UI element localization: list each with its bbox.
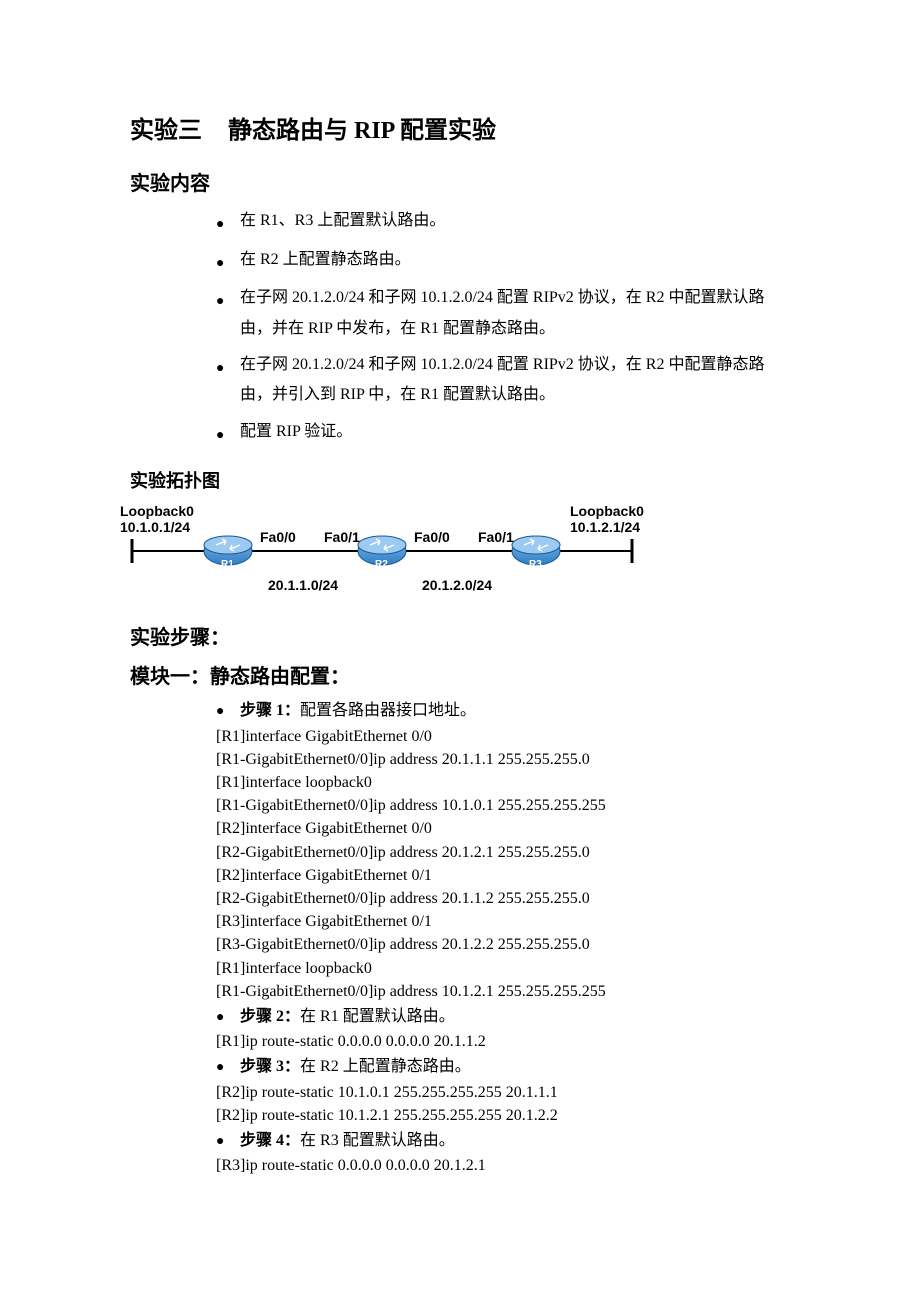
document-page: 实验三静态路由与 RIP 配置实验 实验内容 ● 在 R1、R3 上配置默认路由… xyxy=(0,0,920,1302)
bullet-text: 在 R2 上配置静态路由。 xyxy=(240,245,790,275)
bullet-icon: ● xyxy=(216,245,240,278)
step-4-text: 步骤 4：在 R3 配置默认路由。 xyxy=(240,1129,455,1152)
iface-fa00-l: Fa0/0 xyxy=(260,529,296,545)
bullet-text: 在 R1、R3 上配置默认路由。 xyxy=(240,206,790,236)
bullet-item: ● 在子网 20.1.2.0/24 和子网 10.1.2.0/24 配置 RIP… xyxy=(216,350,790,411)
lb-right-ip: 10.1.2.1/24 xyxy=(570,519,644,535)
doc-title: 实验三静态路由与 RIP 配置实验 xyxy=(130,110,790,145)
steps-heading: 实验步骤： xyxy=(130,621,790,650)
topology-heading: 实验拓扑图 xyxy=(130,467,790,493)
step-1-label: 步骤 1： xyxy=(240,702,300,719)
iface-fa01-l: Fa0/1 xyxy=(324,529,360,545)
step-1-title: ● 步骤 1：配置各路由器接口地址。 xyxy=(216,699,790,722)
title-main: 静态路由与 RIP 配置实验 xyxy=(228,118,496,144)
bullet-text: 配置 RIP 验证。 xyxy=(240,417,790,447)
bullet-icon: ● xyxy=(216,699,240,722)
bullet-icon: ● xyxy=(216,1129,240,1152)
bullet-text: 在子网 20.1.2.0/24 和子网 10.1.2.0/24 配置 RIPv2… xyxy=(240,283,790,344)
step-1-text: 步骤 1：配置各路由器接口地址。 xyxy=(240,699,476,722)
cmd-line: [R1]interface loopback0 xyxy=(216,771,790,794)
step-2: ● 步骤 2：在 R1 配置默认路由。 xyxy=(216,1005,790,1028)
bullet-icon: ● xyxy=(216,283,240,316)
iface-fa00-r: Fa0/0 xyxy=(414,529,450,545)
cmd-line: [R1-GigabitEthernet0/0]ip address 20.1.1… xyxy=(216,748,790,771)
step-3: ● 步骤 3：在 R2 上配置静态路由。 xyxy=(216,1055,790,1078)
bullet-icon: ● xyxy=(216,350,240,383)
bullet-icon: ● xyxy=(216,1005,240,1028)
bullet-item: ● 在子网 20.1.2.0/24 和子网 10.1.2.0/24 配置 RIP… xyxy=(216,283,790,344)
step-4-label: 步骤 4： xyxy=(240,1132,300,1149)
cmd-line: [R3]ip route-static 0.0.0.0 0.0.0.0 20.1… xyxy=(216,1154,790,1177)
router-badge-r1: R1 xyxy=(221,559,234,570)
step-3-label: 步骤 3： xyxy=(240,1058,300,1075)
cmd-line: [R2-GigabitEthernet0/0]ip address 20.1.1… xyxy=(216,887,790,910)
bullet-icon: ● xyxy=(216,417,240,450)
cmd-line: [R2]interface GigabitEthernet 0/1 xyxy=(216,864,790,887)
step-2-text: 步骤 2：在 R1 配置默认路由。 xyxy=(240,1005,455,1028)
step-1-desc: 配置各路由器接口地址。 xyxy=(300,702,476,719)
topology-diagram: R1 R2 R3 Loopback0 10.1.0.1/24 Loopback0… xyxy=(126,499,766,609)
cmd-line: [R2-GigabitEthernet0/0]ip address 20.1.2… xyxy=(216,841,790,864)
bullet-item: ● 在 R2 上配置静态路由。 xyxy=(216,245,790,278)
title-prefix: 实验三 xyxy=(130,118,202,144)
cmd-line: [R2]ip route-static 10.1.2.1 255.255.255… xyxy=(216,1104,790,1127)
module-heading: 模块一：静态路由配置： xyxy=(130,660,790,689)
lb-right-top: Loopback0 xyxy=(570,503,644,519)
router-badge-r3: R3 xyxy=(529,559,542,570)
router-badge-r2: R2 xyxy=(375,559,388,570)
step-1: ● 步骤 1：配置各路由器接口地址。 xyxy=(216,699,790,722)
bullet-icon: ● xyxy=(216,1055,240,1078)
bullet-icon: ● xyxy=(216,206,240,239)
bullet-text: 在子网 20.1.2.0/24 和子网 10.1.2.0/24 配置 RIPv2… xyxy=(240,350,790,411)
content-bullets: ● 在 R1、R3 上配置默认路由。 ● 在 R2 上配置静态路由。 ● 在子网… xyxy=(216,206,790,449)
step-3-text: 步骤 3：在 R2 上配置静态路由。 xyxy=(240,1055,471,1078)
cmd-line: [R3-GigabitEthernet0/0]ip address 20.1.2… xyxy=(216,933,790,956)
cmd-line: [R1-GigabitEthernet0/0]ip address 10.1.0… xyxy=(216,794,790,817)
step-2-label: 步骤 2： xyxy=(240,1008,300,1025)
loopback-left-label: Loopback0 10.1.0.1/24 xyxy=(120,503,194,535)
cmd-line: [R1]interface GigabitEthernet 0/0 xyxy=(216,725,790,748)
bullet-item: ● 配置 RIP 验证。 xyxy=(216,417,790,450)
cmd-line: [R1-GigabitEthernet0/0]ip address 10.1.2… xyxy=(216,980,790,1003)
step-4-title: ● 步骤 4：在 R3 配置默认路由。 xyxy=(216,1129,790,1152)
iface-fa01-r: Fa0/1 xyxy=(478,529,514,545)
section-content-heading: 实验内容 xyxy=(130,167,790,196)
loopback-right-label: Loopback0 10.1.2.1/24 xyxy=(570,503,644,535)
cmd-line: [R3]interface GigabitEthernet 0/1 xyxy=(216,910,790,933)
step-3-title: ● 步骤 3：在 R2 上配置静态路由。 xyxy=(216,1055,790,1078)
subnet-left: 20.1.1.0/24 xyxy=(268,577,338,593)
cmd-line: [R2]ip route-static 10.1.0.1 255.255.255… xyxy=(216,1081,790,1104)
cmd-line: [R1]interface loopback0 xyxy=(216,957,790,980)
lb-left-ip: 10.1.0.1/24 xyxy=(120,519,194,535)
step-3-desc: 在 R2 上配置静态路由。 xyxy=(300,1058,471,1075)
subnet-right: 20.1.2.0/24 xyxy=(422,577,492,593)
cmd-line: [R2]interface GigabitEthernet 0/0 xyxy=(216,817,790,840)
step-2-desc: 在 R1 配置默认路由。 xyxy=(300,1008,455,1025)
step-4: ● 步骤 4：在 R3 配置默认路由。 xyxy=(216,1129,790,1152)
step-2-title: ● 步骤 2：在 R1 配置默认路由。 xyxy=(216,1005,790,1028)
lb-left-top: Loopback0 xyxy=(120,503,194,519)
bullet-item: ● 在 R1、R3 上配置默认路由。 xyxy=(216,206,790,239)
cmd-line: [R1]ip route-static 0.0.0.0 0.0.0.0 20.1… xyxy=(216,1030,790,1053)
step-4-desc: 在 R3 配置默认路由。 xyxy=(300,1132,455,1149)
